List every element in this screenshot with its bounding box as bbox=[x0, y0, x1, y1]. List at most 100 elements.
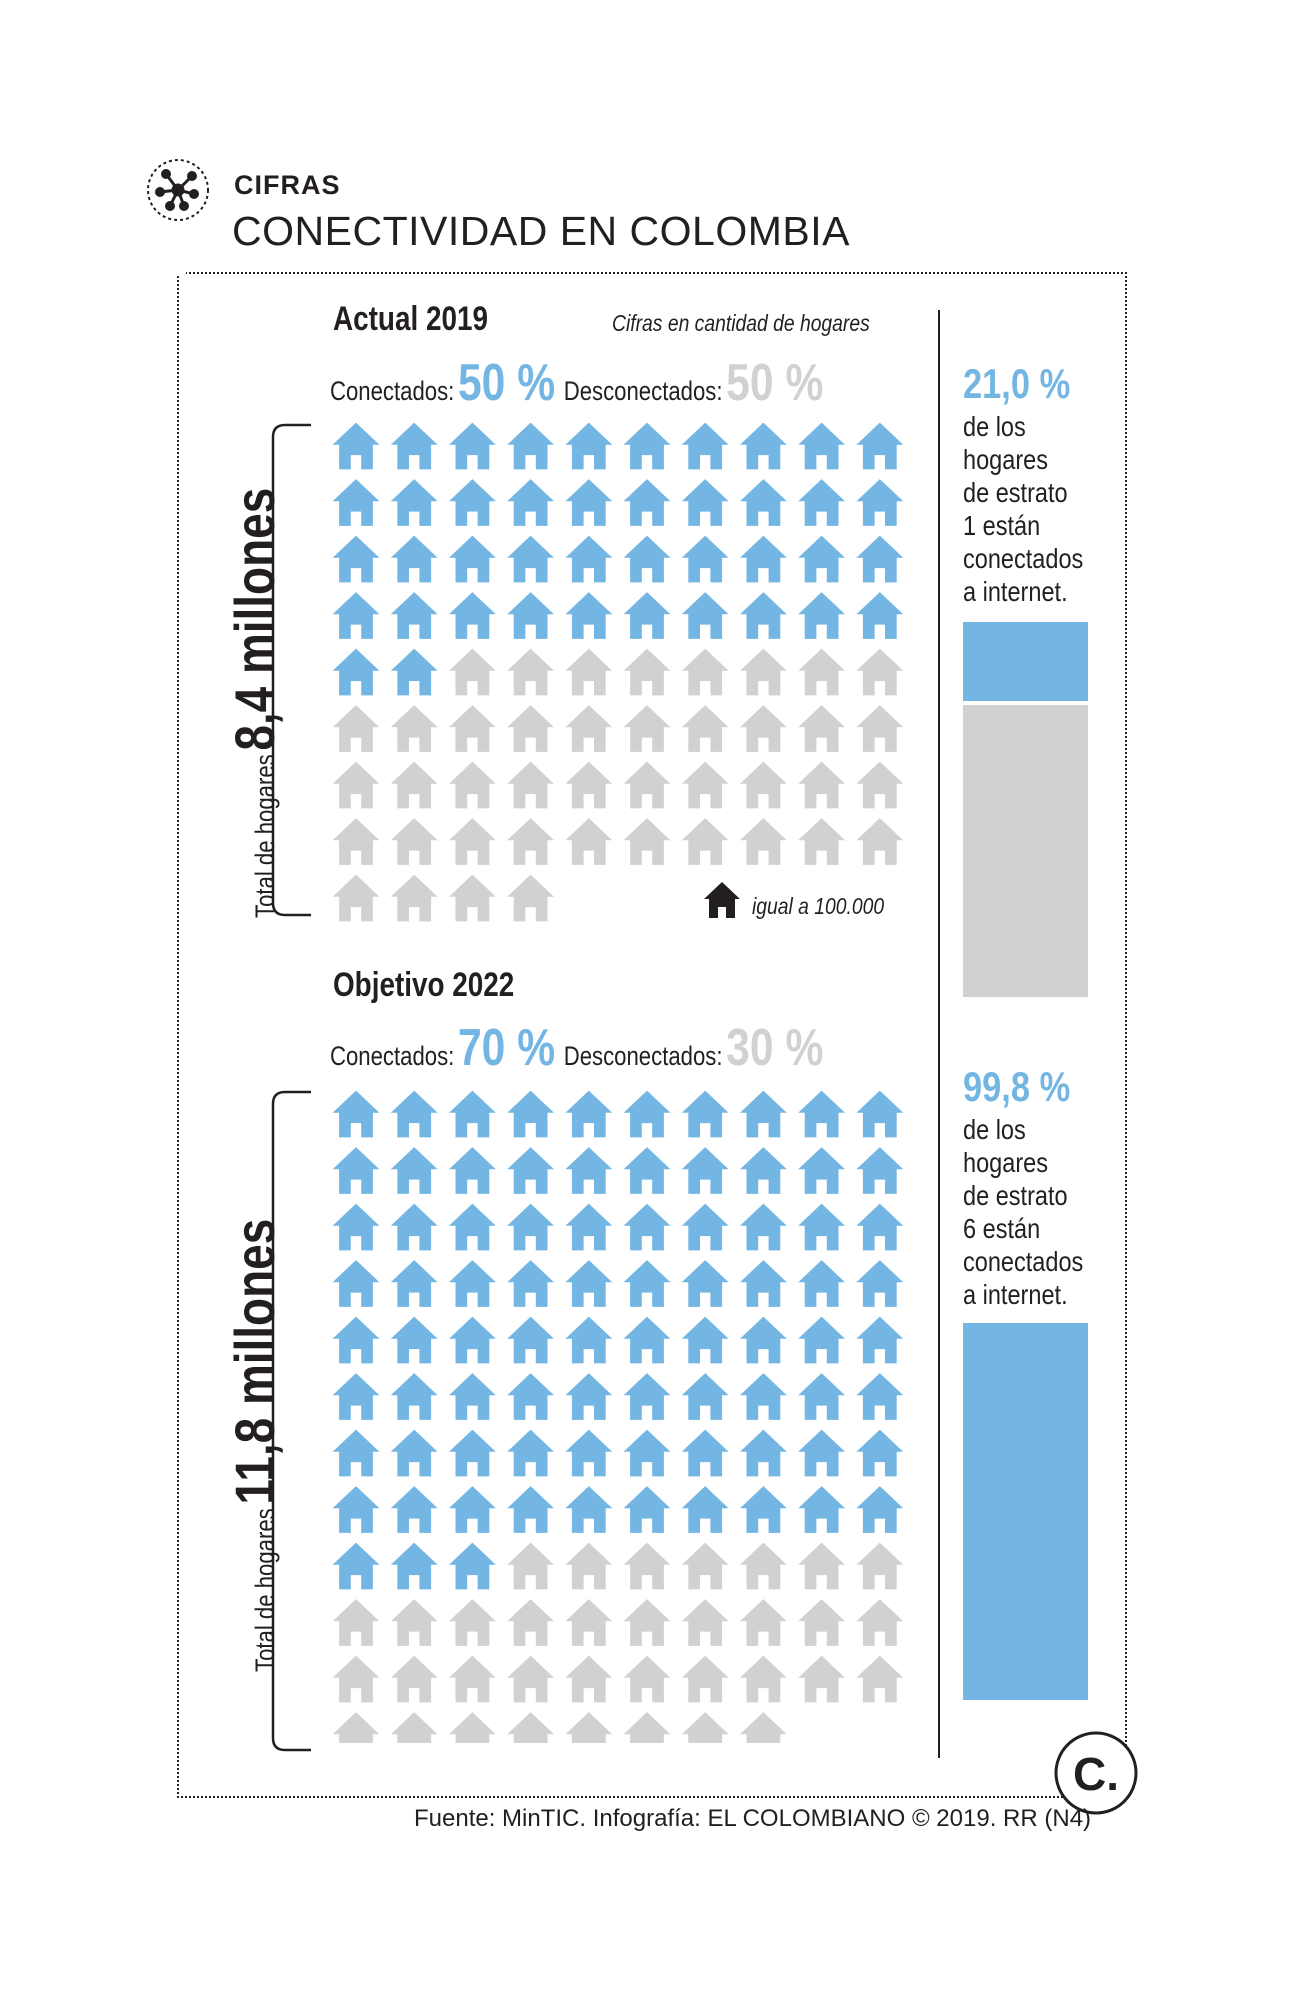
house-icon-disconnected bbox=[740, 1542, 787, 1590]
house-icon-connected bbox=[856, 422, 904, 470]
estrato1-pct: 21,0 % bbox=[963, 360, 1071, 407]
house-icon-connected bbox=[681, 1429, 729, 1477]
house-icon-disconnected bbox=[623, 1542, 671, 1590]
house-icon-connected bbox=[332, 1373, 380, 1420]
house-icon-connected bbox=[390, 648, 438, 696]
house-icon-disconnected bbox=[390, 818, 438, 865]
house-icon-disconnected bbox=[681, 818, 729, 865]
house-icon-connected bbox=[681, 535, 729, 583]
house-icon-disconnected bbox=[449, 874, 496, 922]
house-icon-connected bbox=[798, 479, 845, 526]
house-icon-disconnected bbox=[449, 1655, 496, 1703]
house-icon-connected bbox=[623, 1316, 671, 1364]
house-icon-disconnected bbox=[507, 818, 554, 865]
house-icon-connected bbox=[565, 1429, 613, 1477]
house-icon-connected bbox=[565, 1147, 613, 1194]
house-icon-disconnected bbox=[332, 874, 380, 922]
legend-row-2022: Conectados: 70 % Desconectados: 30 % bbox=[330, 1018, 932, 1078]
house-icon-connected bbox=[449, 1090, 496, 1138]
house-icon-disconnected bbox=[623, 1712, 671, 1743]
house-icon-connected bbox=[681, 1373, 729, 1420]
house-icon-connected bbox=[390, 1260, 438, 1307]
side-line: de estrato bbox=[963, 477, 1068, 508]
side-line: conectados bbox=[963, 1246, 1084, 1277]
house-icon-connected bbox=[449, 479, 496, 526]
house-icon-disconnected bbox=[507, 761, 554, 809]
house-icon-disconnected bbox=[623, 705, 671, 752]
house-icon-disconnected bbox=[681, 705, 729, 752]
side-line: de los bbox=[963, 411, 1026, 442]
house-icon-connected bbox=[623, 422, 671, 470]
panel-title-2022: Objetivo 2022 bbox=[333, 966, 515, 1004]
house-icon-disconnected bbox=[798, 818, 845, 865]
house-icon-disconnected bbox=[740, 818, 787, 865]
house-icon-connected bbox=[856, 1486, 904, 1533]
infographic-frame bbox=[177, 272, 1127, 1798]
house-icon-disconnected bbox=[681, 1655, 729, 1703]
house-icon-connected bbox=[332, 1203, 380, 1251]
house-icon-connected bbox=[565, 592, 613, 639]
house-icon-connected bbox=[681, 479, 729, 526]
house-icon-disconnected bbox=[623, 1655, 671, 1703]
house-icon-disconnected bbox=[856, 818, 904, 865]
house-icon-disconnected bbox=[681, 1542, 729, 1590]
house-icon-connected bbox=[681, 1203, 729, 1251]
side-line: 6 están bbox=[963, 1213, 1041, 1244]
kicker: CIFRAS bbox=[234, 170, 341, 200]
connected-pct: 50 % bbox=[457, 354, 556, 412]
house-icon-connected bbox=[449, 592, 496, 639]
house-icon-disconnected bbox=[856, 1542, 904, 1590]
house-icon-disconnected bbox=[565, 818, 613, 865]
bar-connected bbox=[963, 622, 1088, 701]
house-icon-connected bbox=[681, 1090, 729, 1138]
house-icon-connected bbox=[507, 1090, 554, 1138]
house-icon-connected bbox=[623, 592, 671, 639]
house-icon-connected bbox=[681, 1486, 729, 1533]
house-icon-connected bbox=[565, 1260, 613, 1307]
house-icon-connected bbox=[740, 1260, 787, 1307]
house-icon-disconnected bbox=[332, 1655, 380, 1703]
house-icon-connected bbox=[507, 1203, 554, 1251]
frame-gap bbox=[170, 205, 186, 275]
house-icon-connected bbox=[449, 1542, 496, 1590]
house-icon-connected bbox=[332, 1429, 380, 1477]
house-icon-disconnected bbox=[565, 648, 613, 696]
house-icon-disconnected bbox=[390, 1712, 438, 1743]
house-icon-disconnected bbox=[739, 1712, 787, 1743]
house-icon-disconnected bbox=[681, 1599, 729, 1646]
house-icon-disconnected bbox=[565, 705, 613, 752]
house-icon-connected bbox=[449, 535, 496, 583]
estrato6-text: de los hogares de estrato 6 están conect… bbox=[963, 1113, 1106, 1311]
total-value: 11,8 millones bbox=[223, 1218, 286, 1505]
network-icon bbox=[147, 159, 209, 221]
side-line: a internet. bbox=[963, 576, 1068, 607]
house-icon-connected bbox=[798, 535, 845, 583]
house-icon-connected bbox=[507, 1316, 554, 1364]
estrato1-text: de los hogares de estrato 1 están conect… bbox=[963, 410, 1106, 608]
estrato1-bar bbox=[963, 622, 1088, 997]
house-icon-connected bbox=[798, 1316, 845, 1364]
house-icon-connected bbox=[507, 1373, 554, 1420]
house-icon-connected bbox=[798, 1203, 845, 1251]
house-icon-connected bbox=[507, 1147, 554, 1194]
house-icon-disconnected bbox=[449, 705, 496, 752]
bracket-2022 bbox=[271, 1090, 311, 1752]
house-icon-disconnected bbox=[565, 1712, 613, 1743]
house-icon-connected bbox=[740, 592, 787, 639]
house-icon-connected bbox=[565, 1203, 613, 1251]
house-icon-disconnected bbox=[856, 1599, 904, 1646]
house-icon-connected bbox=[740, 1373, 787, 1420]
house-icon-connected bbox=[332, 648, 380, 696]
house-icon-connected bbox=[740, 1203, 787, 1251]
side-line: hogares bbox=[963, 1147, 1048, 1178]
house-icon-connected bbox=[565, 1090, 613, 1138]
house-icon-disconnected bbox=[740, 648, 787, 696]
bar-disconnected bbox=[963, 705, 1088, 997]
house-icon-connected bbox=[332, 1090, 380, 1138]
house-icon-disconnected bbox=[390, 1599, 438, 1646]
house-icon-connected bbox=[740, 1486, 787, 1533]
total-prefix: Total de hogares bbox=[250, 1508, 280, 1672]
house-icon-connected bbox=[856, 592, 904, 639]
house-icon-connected bbox=[449, 1316, 496, 1364]
house-icon-disconnected bbox=[332, 761, 380, 809]
